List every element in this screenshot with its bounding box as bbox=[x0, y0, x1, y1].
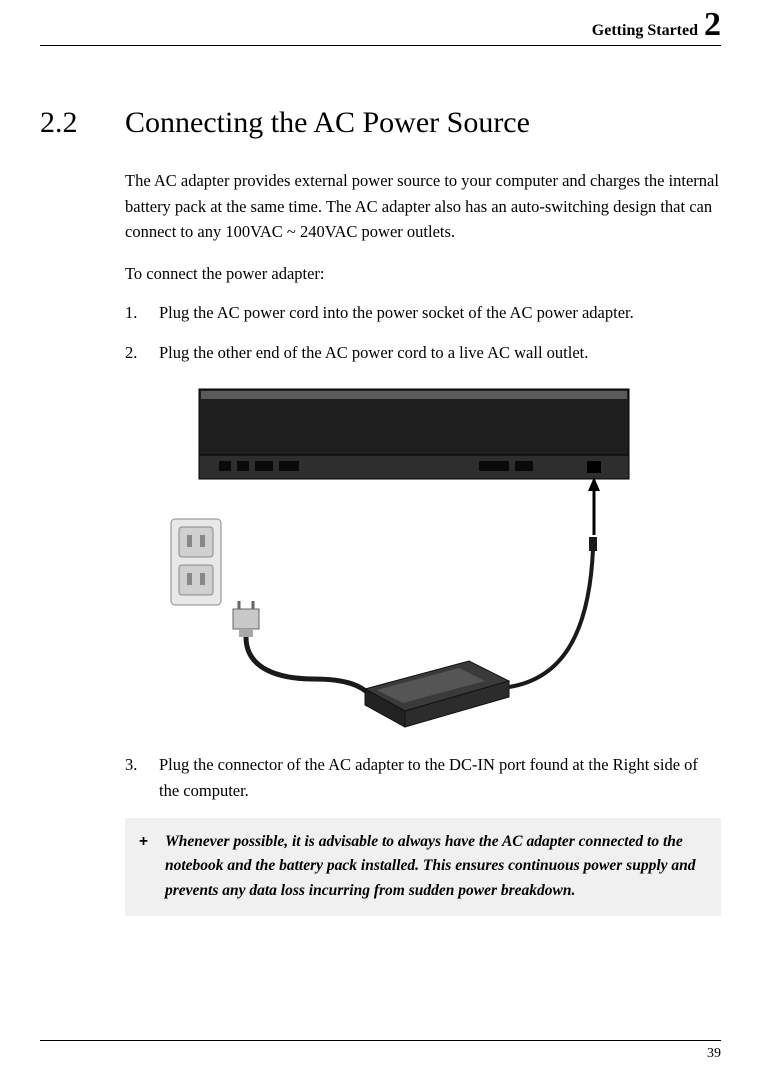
diagram-svg bbox=[159, 379, 639, 729]
section-number: 2.2 bbox=[40, 106, 125, 140]
note-text: Whenever possible, it is advisable to al… bbox=[165, 830, 707, 904]
page-number: 39 bbox=[707, 1046, 721, 1061]
step-2: 2. Plug the other end of the AC power co… bbox=[125, 340, 721, 366]
laptop-icon bbox=[199, 389, 629, 479]
ac-cord-icon bbox=[246, 637, 369, 694]
arrow-icon bbox=[588, 477, 600, 535]
step-1: 1. Plug the AC power cord into the power… bbox=[125, 300, 721, 326]
step-text: Plug the other end of the AC power cord … bbox=[159, 340, 721, 366]
step-3: 3. Plug the connector of the AC adapter … bbox=[125, 752, 721, 803]
dc-cable-icon bbox=[509, 549, 593, 687]
section-body: The AC adapter provides external power s… bbox=[125, 168, 721, 916]
note-marker: + bbox=[139, 830, 165, 904]
page-footer: 39 bbox=[40, 1040, 721, 1062]
wall-outlet-icon bbox=[171, 519, 221, 605]
step-text: Plug the connector of the AC adapter to … bbox=[159, 752, 721, 803]
ac-adapter-icon bbox=[365, 661, 509, 727]
step-number: 1. bbox=[125, 300, 159, 326]
paragraph-1: The AC adapter provides external power s… bbox=[125, 168, 721, 245]
note-callout: + Whenever possible, it is advisable to … bbox=[125, 818, 721, 916]
steps-intro: To connect the power adapter: bbox=[125, 261, 721, 287]
dc-connector-icon bbox=[589, 537, 597, 551]
chapter-number: 2 bbox=[704, 8, 721, 42]
step-text: Plug the AC power cord into the power so… bbox=[159, 300, 721, 326]
section-title: Connecting the AC Power Source bbox=[125, 106, 530, 140]
chapter-label: Getting Started bbox=[592, 22, 698, 40]
step-number: 3. bbox=[125, 752, 159, 803]
connection-diagram bbox=[159, 379, 721, 734]
section-heading: 2.2 Connecting the AC Power Source bbox=[40, 106, 721, 140]
page-header: Getting Started 2 bbox=[40, 0, 721, 46]
plug-icon bbox=[233, 601, 259, 637]
step-number: 2. bbox=[125, 340, 159, 366]
